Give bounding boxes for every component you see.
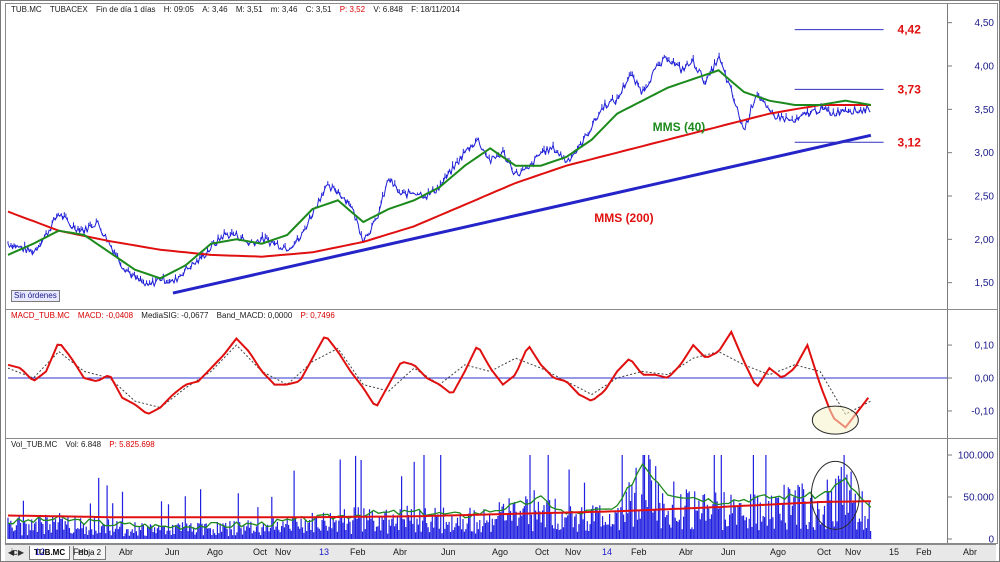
trendline [172, 133, 872, 295]
x-tick-label: 13 [319, 547, 330, 557]
macd-signal-label: MediaSIG: -0,0677 [141, 311, 209, 320]
mms40-series-line [7, 69, 872, 280]
macd-axis-line [947, 310, 948, 438]
tab-tub-mc[interactable]: TUB.MC [29, 546, 71, 560]
x-tick-label: Abr [119, 547, 134, 557]
volume-chart[interactable]: 100.000 50.000 0 [6, 439, 997, 543]
x-tick-label: Ago [207, 547, 224, 557]
x-tick-label: 14 [602, 547, 613, 557]
vol-tick-label: 0 [988, 535, 994, 544]
level-label: 4,42 [898, 23, 922, 37]
volume-header: Vol_TUB.MC Vol: 6.848 P: 5.825.698 [11, 440, 155, 449]
x-tick-label: Oct [253, 547, 268, 557]
bottom-bar: ◀ ▶ TUB.MC Hoja 2 ic 12 Feb Abr Jun Ago Oct Nov… [5, 544, 996, 561]
price-tick-label: 4,00 [975, 62, 995, 73]
volume-label: V: 6.848 [373, 5, 403, 14]
macd-header: MACD_TUB.MC MACD: -0,0408 MediaSIG: -0,0… [11, 311, 335, 320]
annotation-label: MMS (200) [594, 211, 653, 225]
vol-tick-label: 100.000 [958, 451, 995, 462]
price-axis-line [947, 4, 948, 309]
p-label: P: 3,52 [339, 5, 366, 14]
macd-value-label: MACD: -0,0408 [77, 311, 134, 320]
x-tick-label: Feb [631, 547, 647, 557]
macd-tick-label: 0,10 [975, 341, 995, 352]
x-tick-label: Feb [916, 547, 932, 557]
price-tick-label: 3,50 [975, 105, 995, 116]
x-tick-label: Abr [963, 547, 978, 557]
name-label: TUBACEX [49, 5, 88, 14]
macd-p-label: P: 0,7496 [300, 311, 335, 320]
x-tick-label: Nov [565, 547, 582, 557]
x-tick-label: Ago [492, 547, 509, 557]
macd-band-label: Band_MACD: 0,0000 [216, 311, 293, 320]
tab-hoja-2[interactable]: Hoja 2 [73, 546, 107, 560]
x-tick-label: 15 [889, 547, 900, 557]
hour-label: H: 09:05 [163, 5, 195, 14]
x-tick-label: Abr [393, 547, 408, 557]
vol-axis-line [947, 439, 948, 543]
volume-panel[interactable]: 100.000 50.000 0 Vol_TUB.MC Vol: 6.848 P: … [5, 438, 998, 544]
low-label: m: 3,46 [270, 5, 298, 14]
x-tick-label: Oct [535, 547, 550, 557]
price-header: TUB.MC TUBACEX Fin de día 1 días H: 09:0… [11, 5, 460, 14]
macd-tick-label: -0,10 [971, 406, 994, 417]
close-label: C: 3,51 [305, 5, 332, 14]
x-tick-label: Feb [350, 547, 366, 557]
first-sheet-icon[interactable]: ◀ [7, 548, 15, 557]
high-label: M: 3,51 [235, 5, 263, 14]
open-label: A: 3,46 [202, 5, 228, 14]
x-tick-label: Nov [275, 547, 292, 557]
price-tick-label: 3,00 [975, 148, 995, 159]
price-bar-ticks [7, 52, 871, 286]
macd-panel[interactable]: 0,10 0,00 -0,10 MACD_TUB.MC MACD: -0,0408 … [5, 309, 998, 439]
x-tick-label: Nov [845, 547, 862, 557]
macd-tick-label: 0,00 [975, 374, 995, 385]
macd-name-label: MACD_TUB.MC [11, 311, 70, 320]
symbol-label: TUB.MC [11, 5, 42, 14]
vol-name-label: Vol_TUB.MC [11, 440, 58, 449]
price-tick-label: 2,50 [975, 192, 995, 203]
period-label: Fin de día 1 días [95, 5, 156, 14]
vol-ma-short-line [7, 463, 872, 531]
x-tick-label: Feb [73, 547, 89, 557]
vol-ma-long-line [7, 500, 871, 519]
status-badge[interactable]: Sin órdenes [11, 290, 60, 302]
date-label: F: 18/11/2014 [411, 5, 460, 14]
price-tick-label: 1,50 [975, 278, 995, 289]
x-tick-label: 12 [35, 547, 46, 557]
annotation-label: MMS (40) [653, 120, 706, 134]
price-panel[interactable]: 1,50 2,00 2,50 3,00 3,50 4,00 4,50 4,42 3,73 3,12… [5, 3, 998, 310]
price-tick-label: 4,50 [975, 18, 995, 29]
x-tick-label: Jun [165, 547, 180, 557]
vol-value-label: Vol: 6.848 [65, 440, 102, 449]
level-label: 3,73 [898, 82, 922, 96]
price-tick-label: 2,00 [975, 235, 995, 246]
level-label: 3,12 [898, 135, 922, 149]
x-tick-label: Abr [679, 547, 694, 557]
x-tick-label: ic [11, 547, 18, 557]
highlight-ellipse [810, 460, 860, 530]
mms200-series-line [7, 104, 871, 258]
price-series-line [7, 54, 871, 288]
price-chart[interactable]: 1,50 2,00 2,50 3,00 3,50 4,00 4,50 4,42 3,73 3,12… [6, 4, 997, 309]
volume-bars [7, 455, 872, 539]
vol-p-label: P: 5.825.698 [109, 440, 155, 449]
highlight-ellipse [811, 405, 859, 435]
macd-series-line [7, 329, 870, 429]
macd-chart[interactable]: 0,10 0,00 -0,10 [6, 310, 997, 438]
x-tick-label: Oct [817, 547, 832, 557]
next-sheet-icon[interactable]: ▶ [17, 548, 25, 557]
vol-tick-label: 50.000 [963, 493, 994, 504]
x-tick-label: Ago [770, 547, 787, 557]
x-tick-label: Jun [441, 547, 456, 557]
x-tick-label: Jun [721, 547, 736, 557]
